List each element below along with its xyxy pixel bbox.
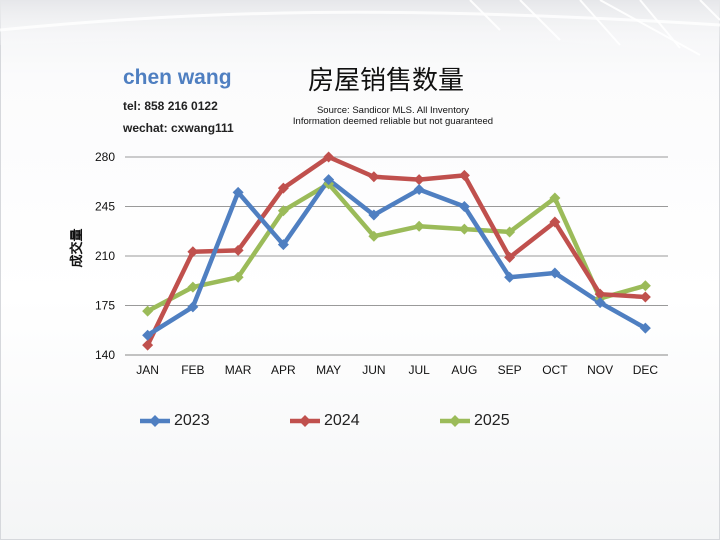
data-point-2024 [413,174,425,186]
data-point-2024 [594,288,606,300]
data-point-2023 [504,271,516,283]
x-tick-label: JUL [408,363,430,377]
data-point-2023 [549,267,561,279]
series-line-2023 [145,177,648,338]
legend-item-2024: 2024 [290,408,360,434]
legend-item-2025: 2025 [440,408,510,434]
x-tick-label: FEB [181,363,204,377]
chart-title: 房屋销售数量 [307,66,464,96]
x-tick-label: OCT [542,363,568,377]
data-point-2023 [458,201,470,212]
data-point-2024 [142,339,154,351]
data-point-2023 [277,239,289,251]
y-tick-label: 210 [95,249,115,263]
data-point-2025 [413,220,425,232]
y-tick-label: 175 [95,299,115,313]
legend-marker [290,414,320,428]
data-point-2025 [368,230,380,242]
x-tick-label: MAY [316,363,341,377]
header-decoration [0,0,720,56]
y-tick-label: 280 [95,150,115,164]
data-point-2023 [142,329,154,341]
author-name: chen wang [123,66,232,89]
author-wechat: wechat: cxwang111 [123,121,234,135]
data-point-2023 [368,209,380,221]
data-point-2025 [549,192,561,204]
chart-legend: 2023 2024 2025 [140,408,600,434]
series-line-2025 [145,181,648,314]
data-point-2025 [639,280,651,292]
data-point-2023 [187,301,199,313]
data-point-2024 [187,246,199,258]
legend-label: 2025 [474,412,510,429]
x-tick-label: MAR [225,363,252,377]
disclaimer-note: Information deemed reliable but not guar… [292,116,494,127]
x-tick-label: NOV [587,363,613,377]
data-point-2025 [142,305,154,317]
data-point-2025 [504,226,516,238]
data-point-2024 [368,171,380,183]
data-point-2025 [187,281,199,293]
x-tick-label: APR [271,363,296,377]
legend-marker [440,414,470,428]
data-point-2025 [458,223,470,235]
x-tick-label: JUN [362,363,385,377]
data-point-2023 [232,186,244,198]
data-point-2024 [639,291,651,303]
data-point-2024 [323,151,335,163]
series-line-2024 [145,154,648,348]
legend-label: 2024 [324,412,360,429]
x-tick-label: SEP [498,363,522,377]
legend-marker [140,414,170,428]
legend-label: 2023 [174,412,210,429]
x-tick-label: DEC [633,363,659,377]
author-phone: tel: 858 216 0122 [123,99,218,113]
x-tick-label: AUG [451,363,477,377]
line-chart: 140 175 210 245 280 JAN FEB MAR APR MAY JUN JUL AUG S… [95,150,668,377]
data-point-2023 [639,322,651,334]
y-tick-label: 245 [95,200,115,214]
data-point-2023 [413,184,425,196]
data-point-2025 [277,205,289,217]
x-tick-label: JAN [136,363,159,377]
legend-item-2023: 2023 [140,408,210,434]
data-point-2024 [277,182,289,194]
y-tick-label: 140 [95,348,115,362]
data-point-2024 [232,244,244,256]
source-note: Source: Sandicor MLS. All Inventory [316,105,470,116]
data-point-2024 [504,251,516,263]
data-point-2024 [458,169,470,181]
data-point-2023 [594,297,606,309]
data-point-2025 [232,271,244,283]
data-point-2024 [549,216,561,228]
data-point-2023 [323,174,335,186]
